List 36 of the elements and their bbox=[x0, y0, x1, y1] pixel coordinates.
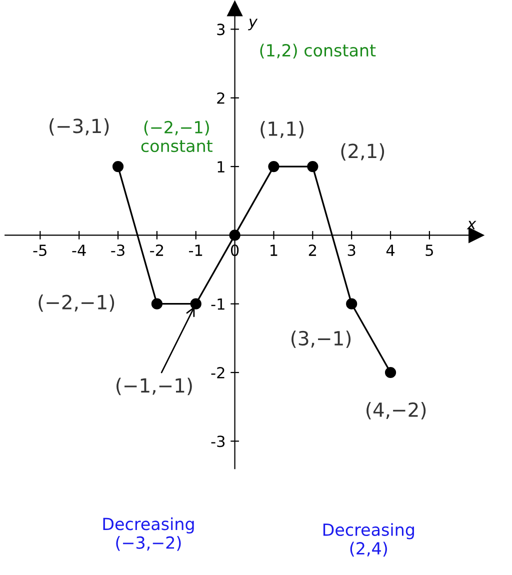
y-tick-label: 2 bbox=[217, 92, 224, 104]
annotation: (−2,−1) constant bbox=[141, 120, 212, 152]
y-tick-label: -3 bbox=[211, 436, 225, 448]
annotation: (2,1) bbox=[341, 143, 384, 161]
x-tick-label: -3 bbox=[111, 244, 124, 256]
x-tick-label: 1 bbox=[270, 244, 278, 256]
x-tick-label: -4 bbox=[72, 244, 86, 256]
y-axis-title: y bbox=[248, 18, 258, 30]
annotation: (1,2) constant bbox=[260, 44, 376, 59]
x-tick-label: 5 bbox=[426, 244, 433, 256]
x-tick-label: -5 bbox=[33, 244, 46, 256]
point bbox=[268, 160, 280, 172]
x-tick-label: 3 bbox=[348, 244, 356, 256]
x-axis-title: x bbox=[466, 220, 476, 230]
point bbox=[346, 298, 358, 310]
x-tick-label: -2 bbox=[150, 244, 164, 256]
x-tick-label: 4 bbox=[386, 244, 395, 256]
x-tick-label: -1 bbox=[189, 244, 202, 256]
annotation: (4,−2) bbox=[366, 402, 426, 420]
annotation: (−2,−1) bbox=[38, 294, 114, 312]
annotation: (1,1) bbox=[260, 121, 304, 138]
y-tick-label: -2 bbox=[211, 366, 224, 378]
annotation: (−1,−1) bbox=[116, 378, 192, 396]
text: Decreasing (−3,−2) bbox=[103, 517, 194, 551]
point bbox=[112, 160, 124, 172]
annotation: (−3,1) bbox=[50, 118, 109, 136]
x-tick-label: 2 bbox=[308, 244, 316, 256]
point bbox=[151, 298, 162, 310]
annotation: (3,−1) bbox=[292, 330, 351, 348]
point bbox=[190, 298, 202, 310]
point bbox=[307, 160, 318, 172]
y-tick-label: 1 bbox=[218, 161, 224, 172]
y-tick-label: 3 bbox=[217, 24, 225, 36]
y-tick-label: -1 bbox=[211, 298, 224, 310]
text: Decreasing (2,4) bbox=[323, 523, 414, 557]
point bbox=[384, 366, 396, 378]
